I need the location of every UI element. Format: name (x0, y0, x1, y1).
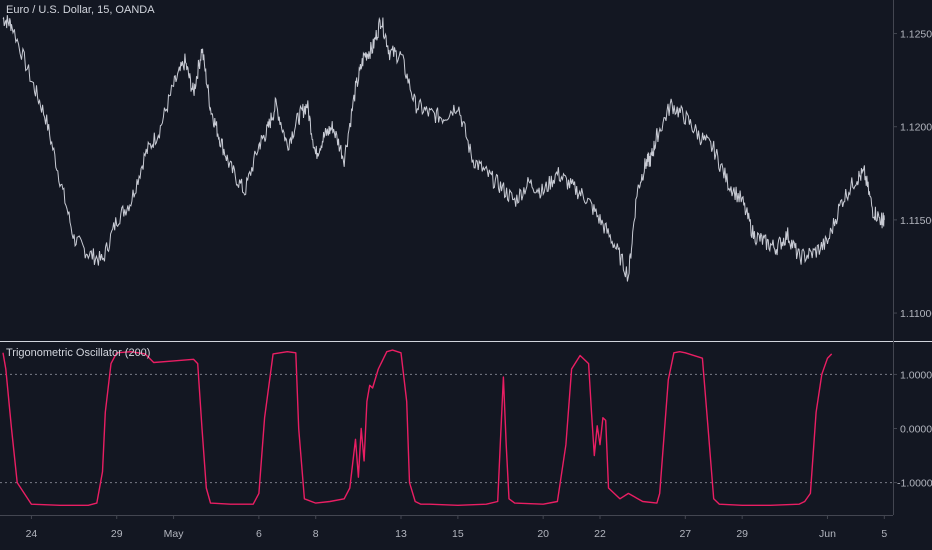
time-axis-label: 22 (594, 528, 606, 540)
time-axis-label: 24 (26, 528, 38, 540)
price-axis-label: 1.11500 (900, 215, 932, 227)
time-axis-label: Jun (819, 528, 836, 540)
price-series-line[interactable] (2, 15, 885, 282)
time-axis-label: 13 (395, 528, 407, 540)
time-axis-label: May (164, 528, 185, 540)
oscillator-series-line[interactable] (2, 349, 833, 506)
time-axis-label: 29 (736, 528, 748, 540)
price-axis-label: 1.12500 (900, 29, 932, 41)
time-axis-label: 20 (537, 528, 549, 540)
time-axis-label: 6 (256, 528, 262, 540)
time-axis-label: 29 (111, 528, 123, 540)
price-axis-label: 1.12000 (900, 122, 932, 134)
time-axis-label: 5 (881, 528, 887, 540)
time-axis[interactable]: 24 29 May 6 8 13 15 20 22 27 29 Jun 5 (26, 515, 888, 540)
time-axis-label: 15 (452, 528, 464, 540)
time-axis-label: 27 (679, 528, 691, 540)
price-axis[interactable]: 1.12500 1.12000 1.11500 1.11000 (893, 29, 932, 321)
oscillator-pane[interactable] (0, 349, 893, 506)
oscillator-title: Trigonometric Oscillator (200) (6, 347, 151, 359)
price-chart-title: Euro / U.S. Dollar, 15, OANDA (6, 4, 155, 16)
price-pane[interactable] (2, 15, 885, 282)
time-axis-label: 8 (313, 528, 319, 540)
price-axis-label: 1.11000 (900, 308, 932, 320)
